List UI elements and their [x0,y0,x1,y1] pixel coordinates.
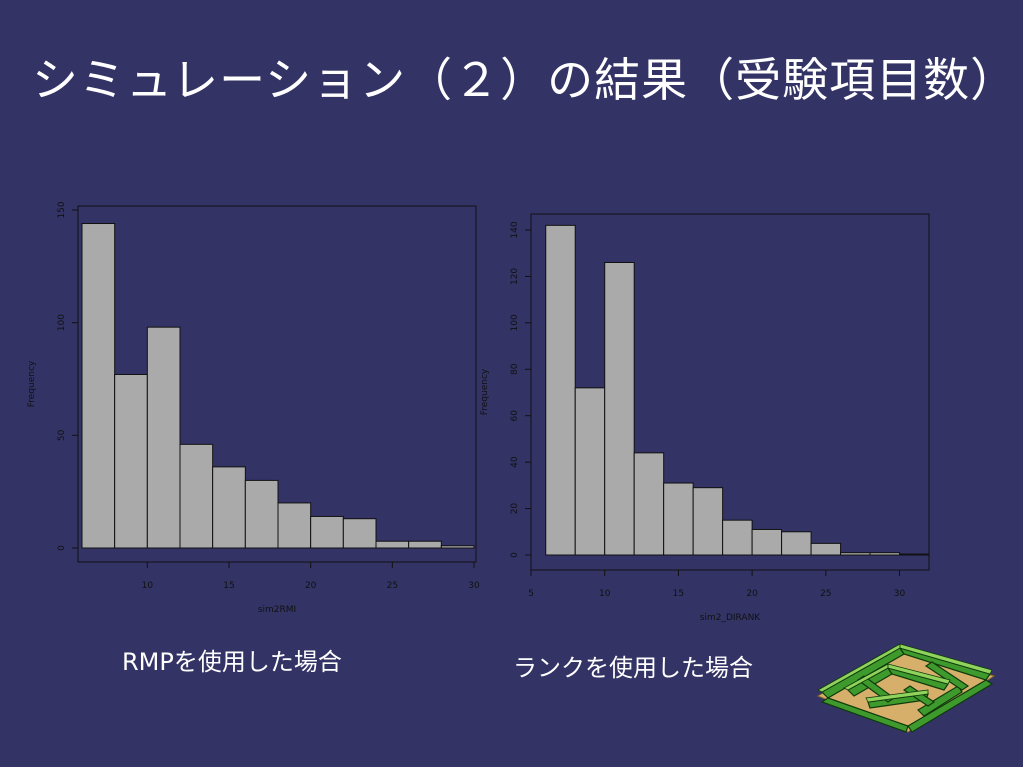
y-tick-label: 40 [510,456,520,468]
histogram-bar [146,326,181,549]
x-tick-label: 10 [142,581,154,591]
y-tick-label: 0 [57,545,67,551]
histogram-bar [114,373,148,549]
x-axis-label: sim2_DIRANK [700,613,762,623]
y-tick-label: 120 [510,268,520,285]
histogram-bar [545,224,576,556]
histogram-bar [212,466,246,549]
histogram-bar [722,519,753,556]
y-tick-label: 60 [510,410,520,422]
histogram-bar [277,502,312,549]
x-tick-label: 25 [387,581,398,591]
histogram-bar [604,262,635,556]
x-tick-label: 10 [599,589,611,599]
y-tick-label: 50 [57,429,67,441]
plot-frame [530,213,930,571]
x-axis-label: sim2RMI [258,605,296,615]
x-tick-label: 25 [820,589,831,599]
y-tick-label: 80 [510,363,520,375]
maze-logo-icon [816,643,996,733]
y-tick-label: 0 [510,552,520,558]
x-tick-label: 15 [673,589,684,599]
y-axis-label: Frequency [480,368,490,415]
histogram-bar [574,387,606,556]
caption-rank: ランクを使用した場合 [513,654,753,682]
y-tick-label: 100 [510,314,520,331]
histogram-bar [751,528,783,556]
histogram-bar [342,518,377,549]
y-tick-label: 140 [510,221,520,238]
x-tick-label: 15 [223,581,234,591]
histogram-bar [781,531,812,556]
plot-frame [77,205,477,563]
caption-rmp: RMPを使用した場合 [122,648,342,676]
x-tick-label: 30 [468,581,480,591]
x-tick-label: 5 [528,589,534,599]
histogram-bar [810,542,842,556]
histogram-bar [692,487,724,556]
histogram-bar [663,482,694,556]
x-tick-label: 20 [305,581,317,591]
y-tick-label: 100 [57,314,67,331]
slide-title: シミュレーション（２）の結果（受験項目数） [32,53,1018,107]
histogram-bar [633,452,665,556]
y-axis-label: Frequency [27,360,37,407]
x-tick-label: 30 [894,589,906,599]
histogram-bar [81,223,116,549]
y-tick-label: 150 [57,201,67,218]
y-tick-label: 20 [510,503,520,515]
x-tick-label: 20 [746,589,758,599]
